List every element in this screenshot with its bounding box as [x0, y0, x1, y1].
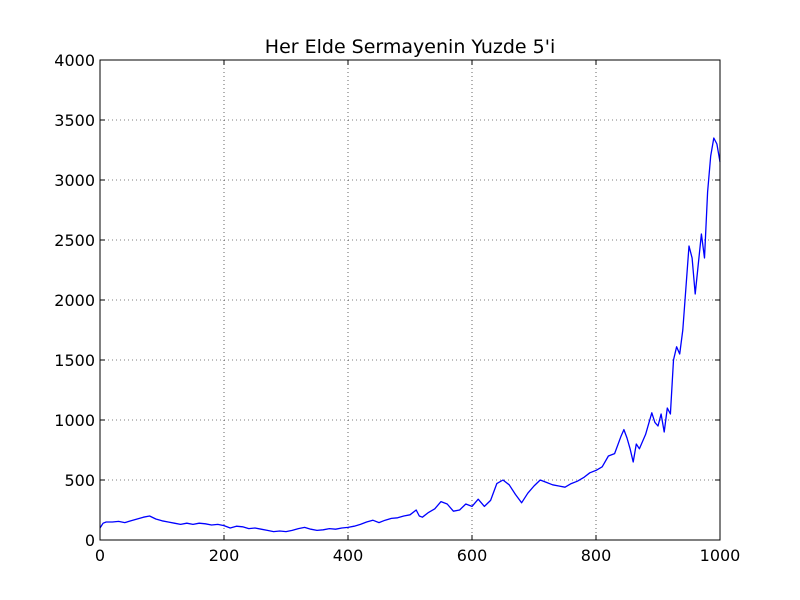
y-tick-label: 0: [85, 531, 95, 550]
x-tick-label: 200: [209, 546, 240, 565]
chart-title: Her Elde Sermayenin Yuzde 5'i: [265, 36, 555, 58]
y-tick-label: 3500: [54, 111, 95, 130]
x-tick-label: 0: [95, 546, 105, 565]
y-tick-label: 500: [64, 471, 95, 490]
y-axis: 0 500 1000 1500 2000 2500 3000 3500 4000: [54, 51, 720, 550]
x-tick-label: 600: [457, 546, 488, 565]
x-tick-label: 1000: [700, 546, 741, 565]
y-tick-label: 2500: [54, 231, 95, 250]
y-tick-label: 4000: [54, 51, 95, 70]
y-tick-label: 1000: [54, 411, 95, 430]
y-tick-label: 3000: [54, 171, 95, 190]
y-tick-label: 1500: [54, 351, 95, 370]
x-tick-label: 400: [333, 546, 364, 565]
x-axis: 0 200 400 600 800 1000: [95, 60, 740, 565]
series-layer: [99, 137, 721, 533]
y-tick-label: 2000: [54, 291, 95, 310]
series-line: [99, 137, 721, 533]
x-tick-label: 800: [581, 546, 612, 565]
grid-lines: [99, 59, 721, 541]
